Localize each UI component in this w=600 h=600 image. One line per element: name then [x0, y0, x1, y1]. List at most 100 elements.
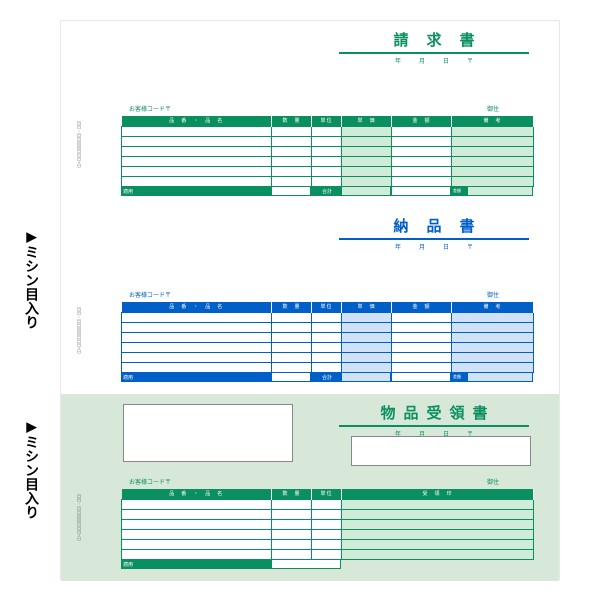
- title-text: 物品受領書: [339, 402, 529, 427]
- table-cell: [452, 136, 534, 146]
- table-cell: [392, 352, 452, 362]
- footer-cell: [271, 559, 341, 569]
- table-cell: [312, 529, 342, 539]
- perforation-label-1: ▶ミシン目入り: [22, 230, 42, 329]
- section-title: 納品書年 月 日 〒: [339, 215, 529, 251]
- side-label: 日日・日日目目日日日=日: [76, 494, 82, 540]
- table-cell: [342, 332, 392, 342]
- table-cell: [392, 312, 452, 322]
- table-cell: [272, 126, 312, 136]
- column-header: 品 番 ・ 品 名: [122, 302, 272, 312]
- address-label: 御住: [487, 104, 499, 113]
- column-header: 数 量: [272, 489, 312, 499]
- stamp-box: [351, 436, 531, 466]
- address-label: 御住: [487, 290, 499, 299]
- line-items-table: 品 番 ・ 品 名数 量単位単 価金 額備 考: [121, 116, 534, 187]
- table-cell: [342, 322, 392, 332]
- column-header: 備 考: [452, 116, 534, 126]
- table-cell: [272, 136, 312, 146]
- column-header: 単 価: [342, 116, 392, 126]
- table-footer: 適用合計差額: [121, 372, 533, 382]
- table-cell: [452, 146, 534, 156]
- footer-cell: [271, 372, 311, 382]
- table-cell: [312, 352, 342, 362]
- table-cell: [392, 342, 452, 352]
- table-cell: [122, 352, 272, 362]
- table-cell: [392, 136, 452, 146]
- table-cell: [392, 156, 452, 166]
- table-cell: [342, 156, 392, 166]
- customer-code-label: お客様コード〒: [129, 104, 171, 113]
- footer-cell: 適用: [121, 559, 271, 569]
- table-cell: [122, 332, 272, 342]
- table-footer: 適用: [121, 559, 533, 569]
- table-cell: [392, 322, 452, 332]
- table-cell: [342, 126, 392, 136]
- table-cell: [312, 176, 342, 186]
- section-title: 請求書年 月 日 〒: [339, 29, 529, 65]
- table-cell: [392, 146, 452, 156]
- side-label: 日日・日日目目日日日=日: [76, 121, 82, 167]
- table-cell: [342, 352, 392, 362]
- footer-cell: [341, 372, 391, 382]
- date-labels: 年 月 日 〒: [339, 56, 529, 65]
- title-text: 請求書: [339, 29, 529, 54]
- table-cell: [342, 499, 534, 509]
- table-cell: [122, 176, 272, 186]
- table-cell: [122, 146, 272, 156]
- form-section-2: 物品受領書年 月 日 〒お客様コード〒御住日日・日日目目日日日=日品 番 ・ 品…: [61, 394, 559, 581]
- customer-code-label: お客様コード〒: [129, 477, 171, 486]
- form-section-0: 請求書年 月 日 〒お客様コード〒 御住日日・日日目目日日日=日 品 番 ・ 品 名…: [61, 21, 559, 207]
- table-cell: [452, 332, 534, 342]
- table-cell: [452, 156, 534, 166]
- table-cell: [122, 519, 272, 529]
- footer-cell: 適用: [121, 186, 271, 196]
- footer-cell: [341, 186, 391, 196]
- table-cell: [272, 352, 312, 362]
- column-header: 単位: [312, 302, 342, 312]
- table-cell: [122, 312, 272, 322]
- arrow-icon: ▶: [25, 420, 40, 435]
- table-cell: [272, 509, 312, 519]
- column-header: 単 価: [342, 302, 392, 312]
- customer-code-label: お客様コード〒: [129, 290, 171, 299]
- table-cell: [452, 322, 534, 332]
- table-cell: [392, 332, 452, 342]
- table-cell: [312, 312, 342, 322]
- column-header: 数 量: [272, 116, 312, 126]
- table-cell: [272, 166, 312, 176]
- table-cell: [342, 509, 534, 519]
- table-cell: [452, 312, 534, 322]
- table-cell: [312, 499, 342, 509]
- table-cell: [272, 362, 312, 372]
- section-title: 物品受領書年 月 日 〒: [339, 402, 529, 438]
- table-cell: [312, 332, 342, 342]
- table-cell: [312, 156, 342, 166]
- table-cell: [392, 126, 452, 136]
- table-cell: [122, 499, 272, 509]
- title-text: 納品書: [339, 215, 529, 240]
- table-cell: [122, 529, 272, 539]
- table-cell: [272, 519, 312, 529]
- footer-cell: [467, 372, 533, 382]
- table-cell: [122, 362, 272, 372]
- table-cell: [342, 166, 392, 176]
- table-cell: [272, 322, 312, 332]
- column-header: 品 番 ・ 品 名: [122, 489, 272, 499]
- table-cell: [312, 539, 342, 549]
- table-cell: [452, 362, 534, 372]
- table-cell: [272, 539, 312, 549]
- table-cell: [342, 519, 534, 529]
- table-cell: [122, 322, 272, 332]
- column-header: 品 番 ・ 品 名: [122, 116, 272, 126]
- table-cell: [122, 509, 272, 519]
- arrow-icon: ▶: [25, 230, 40, 245]
- table-cell: [122, 549, 272, 559]
- column-header: 金 額: [392, 302, 452, 312]
- table-cell: [452, 176, 534, 186]
- table-cell: [312, 342, 342, 352]
- date-labels: 年 月 日 〒: [339, 242, 529, 251]
- form-section-1: 納品書年 月 日 〒お客様コード〒御住日日・日日目目日日日=日品 番 ・ 品 名…: [61, 207, 559, 394]
- address-box: [123, 404, 293, 462]
- footer-cell: [391, 372, 451, 382]
